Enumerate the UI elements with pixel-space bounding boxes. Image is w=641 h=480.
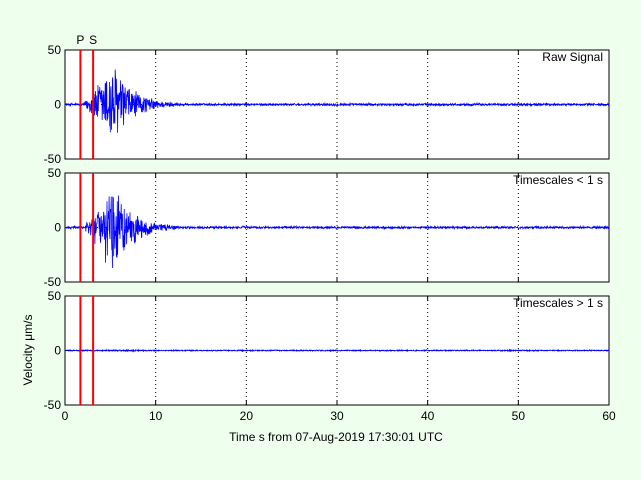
panel-label: Timescales > 1 s [513,296,603,310]
phase-label-p: P [76,33,84,47]
x-tick-label: 40 [421,409,435,423]
phase-label-s: S [89,33,97,47]
x-tick-label: 10 [149,409,163,423]
waveform-line [64,69,610,133]
y-tick-label: -50 [44,275,62,289]
x-tick-label: 50 [512,409,526,423]
y-tick-label: 50 [48,43,62,57]
y-tick-label: 50 [48,166,62,180]
x-tick-label: 30 [330,409,344,423]
panel-short-timescales: -50 0 50 Timescales < 1 s [44,166,610,289]
panel-long-timescales: -50 0 50 Timescales > 1 s [44,289,610,412]
x-tick-label: 0 [62,409,69,423]
waveform-line [64,195,610,269]
y-tick-label: -50 [44,152,62,166]
panel-raw-signal: -50 0 50 Raw Signal [44,43,610,166]
y-tick-label: -50 [44,398,62,412]
x-tick-label: 20 [240,409,254,423]
y-axis-label: Velocity μm/s [21,315,35,386]
x-axis-label: Time s from 07-Aug-2019 17:30:01 UTC [229,430,443,444]
panel-label: Raw Signal [542,50,603,64]
y-tick-label: 0 [54,344,61,358]
y-tick-label: 50 [48,289,62,303]
x-tick-labels: 0 10 20 30 40 50 60 [62,409,616,423]
x-tick-label: 60 [602,409,616,423]
y-tick-label: 0 [54,98,61,112]
panel-label: Timescales < 1 s [513,173,603,187]
waveform-line [64,348,610,353]
y-tick-label: 0 [54,221,61,235]
